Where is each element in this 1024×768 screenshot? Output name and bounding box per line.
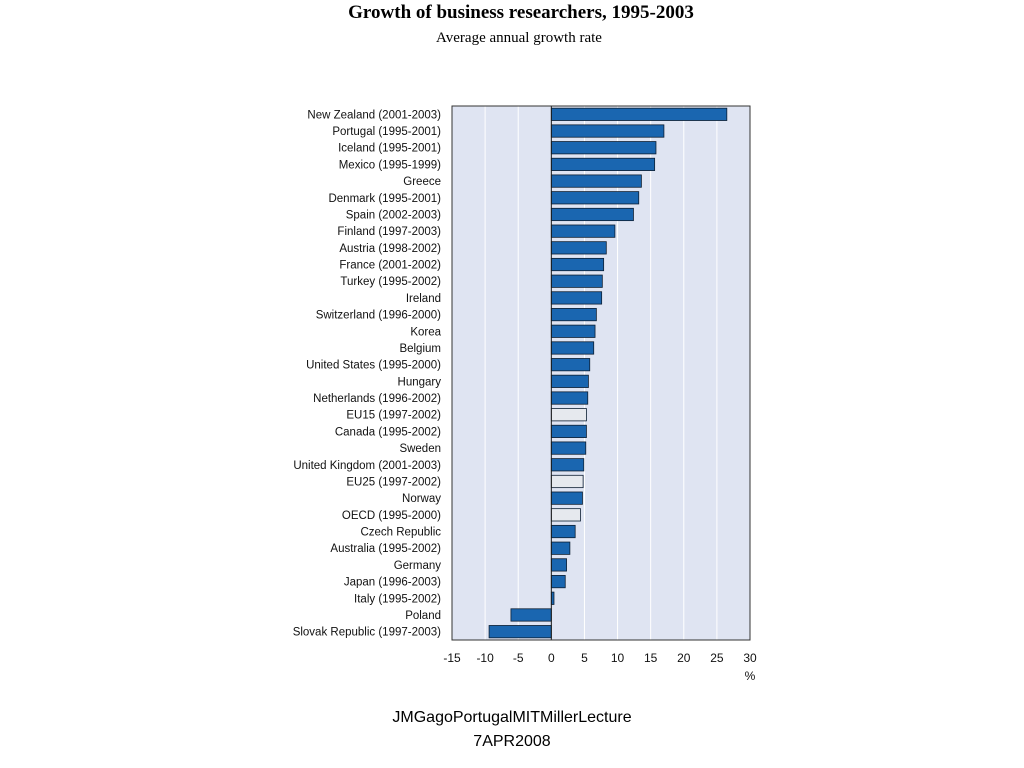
bar bbox=[550, 491, 583, 505]
bar bbox=[550, 141, 657, 155]
category-label: Canada (1995-2002) bbox=[335, 426, 441, 438]
category-label: United States (1995-2000) bbox=[306, 360, 441, 372]
category-label: Turkey (1995-2002) bbox=[340, 276, 441, 288]
category-label: Korea bbox=[410, 326, 441, 338]
footer-line-2: 7APR2008 bbox=[473, 733, 551, 750]
x-tick-label: -10 bbox=[476, 651, 494, 665]
chart-title: Growth of business researchers, 1995-200… bbox=[348, 2, 694, 23]
category-label: New Zealand (2001-2003) bbox=[307, 109, 441, 121]
category-label: EU15 (1997-2002) bbox=[346, 410, 441, 422]
category-label: Portugal (1995-2001) bbox=[332, 126, 441, 138]
category-label: Finland (1997-2003) bbox=[337, 226, 441, 238]
category-label: Denmark (1995-2001) bbox=[328, 193, 441, 205]
footer-line-1: JMGagoPortugalMITMillerLecture bbox=[392, 709, 632, 726]
bars bbox=[488, 107, 728, 639]
bar bbox=[550, 157, 656, 171]
x-tick-label: 0 bbox=[548, 651, 555, 665]
category-label: Czech Republic bbox=[360, 527, 441, 539]
x-axis-unit-label: % bbox=[745, 669, 756, 683]
bar bbox=[550, 391, 589, 405]
category-label: Mexico (1995-1999) bbox=[339, 159, 441, 171]
bar bbox=[550, 575, 566, 589]
bar bbox=[550, 107, 728, 121]
category-label: United Kingdom (2001-2003) bbox=[293, 460, 441, 472]
bar bbox=[550, 558, 567, 572]
bar bbox=[550, 274, 603, 288]
bar bbox=[550, 124, 665, 138]
x-tick-label: -15 bbox=[443, 651, 461, 665]
chart-subtitle: Average annual growth rate bbox=[436, 30, 602, 46]
x-tick-label: 30 bbox=[743, 651, 757, 665]
bar bbox=[550, 508, 581, 522]
bar bbox=[550, 224, 616, 238]
category-label: Netherlands (1996-2002) bbox=[313, 393, 441, 405]
bar-chart: New Zealand (2001-2003) Portugal (1995-20… bbox=[293, 105, 757, 683]
category-label: Italy (1995-2002) bbox=[354, 593, 441, 605]
bar bbox=[550, 374, 589, 388]
category-label: Belgium bbox=[399, 343, 441, 355]
category-label: Greece bbox=[403, 176, 441, 188]
x-tick-label: 15 bbox=[644, 651, 658, 665]
category-label: Poland bbox=[405, 610, 441, 622]
bar bbox=[550, 191, 640, 205]
bar bbox=[550, 408, 587, 422]
plot-frame bbox=[451, 105, 751, 641]
x-tick-label: 20 bbox=[677, 651, 691, 665]
x-tick-label: 10 bbox=[611, 651, 625, 665]
bar bbox=[550, 474, 584, 489]
category-label: EU25 (1997-2002) bbox=[346, 476, 441, 488]
bar bbox=[550, 291, 603, 305]
bar bbox=[550, 308, 597, 322]
category-label: Norway bbox=[402, 493, 441, 505]
category-label: OECD (1995-2000) bbox=[342, 510, 441, 522]
category-labels: New Zealand (2001-2003) Portugal (1995-20… bbox=[293, 109, 442, 638]
category-label: Hungary bbox=[398, 376, 442, 388]
category-label: France (2001-2002) bbox=[339, 260, 441, 272]
bar bbox=[550, 174, 642, 188]
x-tick-label: -5 bbox=[513, 651, 524, 665]
category-label: Sweden bbox=[399, 443, 441, 455]
category-label: Switzerland (1996-2000) bbox=[316, 310, 441, 322]
bar bbox=[550, 207, 634, 222]
bar bbox=[550, 441, 587, 455]
bar bbox=[550, 541, 571, 555]
x-tick-labels: -15 -10 -5 0 5 10 15 20 25 30 bbox=[443, 651, 757, 665]
category-label: Austria (1998-2002) bbox=[339, 243, 441, 255]
x-tick-label: 5 bbox=[581, 651, 588, 665]
x-tick-label: 25 bbox=[710, 651, 724, 665]
bar bbox=[550, 341, 595, 355]
category-label: Australia (1995-2002) bbox=[330, 543, 441, 555]
category-label: Slovak Republic (1997-2003) bbox=[293, 627, 441, 639]
category-label: Ireland bbox=[406, 293, 441, 305]
category-label: Spain (2002-2003) bbox=[346, 209, 441, 221]
bar bbox=[510, 608, 552, 622]
category-label: Japan (1996-2003) bbox=[344, 577, 441, 589]
bar bbox=[550, 324, 596, 338]
category-label: Iceland (1995-2001) bbox=[338, 143, 441, 155]
bar bbox=[550, 241, 607, 255]
bar bbox=[550, 358, 591, 372]
bar bbox=[550, 424, 587, 438]
bar bbox=[550, 524, 576, 539]
bar bbox=[488, 625, 552, 639]
category-label: Germany bbox=[394, 560, 442, 572]
bar bbox=[550, 257, 605, 272]
bar bbox=[550, 458, 585, 472]
